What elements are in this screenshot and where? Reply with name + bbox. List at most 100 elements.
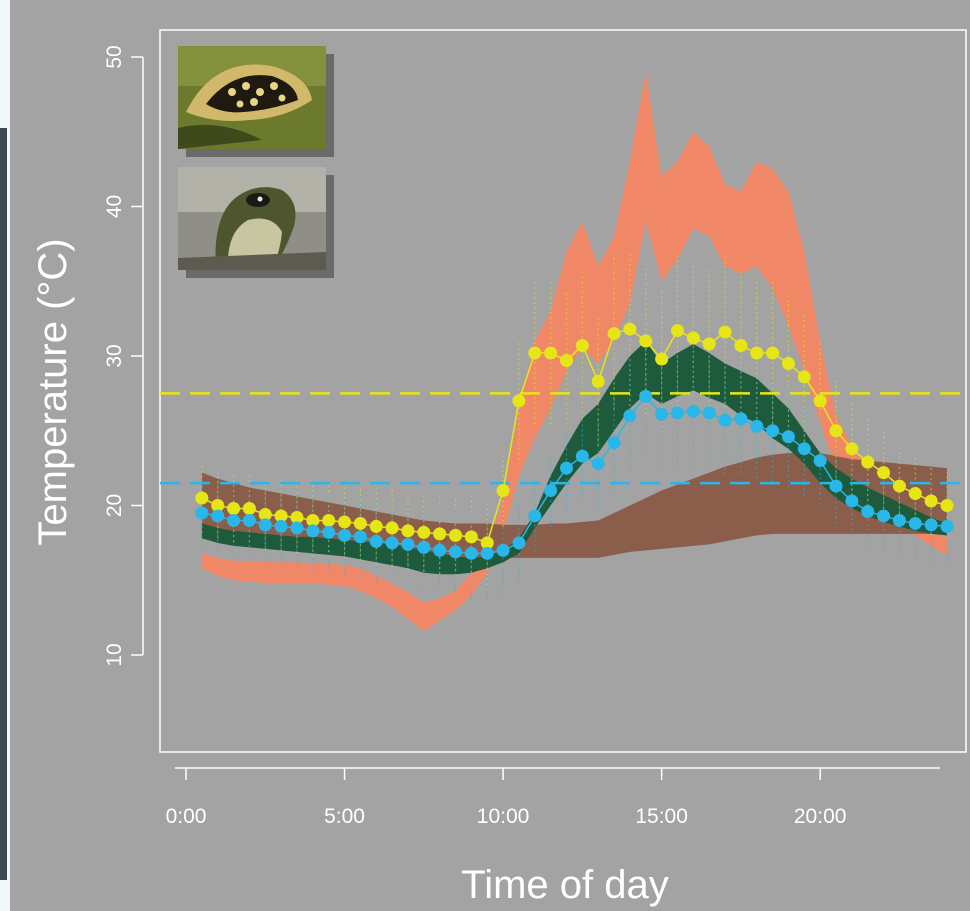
series-1-point-6 [290, 521, 304, 535]
series-0-point-47 [940, 499, 954, 512]
series-0-point-34 [734, 339, 748, 353]
series-0-point-30 [670, 324, 684, 338]
series-0-point-5 [274, 509, 288, 523]
series-1-point-16 [449, 545, 463, 559]
y-tick-label-3: 40 [103, 195, 126, 218]
series-1-point-45 [908, 516, 922, 530]
series-1-point-32 [702, 406, 716, 420]
y-tick-label-0: 10 [103, 643, 126, 666]
series-1-point-38 [797, 442, 811, 456]
y-tick-group: 10 20 30 40 50 [103, 45, 143, 667]
series-1-point-18 [480, 546, 494, 560]
series-1-point-35 [750, 419, 764, 433]
series-0-point-43 [877, 466, 891, 480]
series-1-point-3 [242, 513, 256, 527]
series-1-point-33 [718, 413, 732, 427]
series-1-point-20 [512, 536, 526, 550]
x-tick-label-1: 5:00 [324, 805, 365, 828]
series-0-point-21 [528, 346, 542, 360]
series-1-point-43 [877, 509, 891, 523]
series-0-point-27 [623, 322, 637, 336]
y-tick-label-2: 30 [103, 344, 126, 367]
temperature-chart: 0:00 5:00 10:00 15:00 20:00 10 20 30 40 50 Time … [31, 29, 967, 907]
series-0-point-31 [686, 331, 700, 345]
series-1-point-47 [940, 519, 954, 533]
series-1-point-19 [496, 543, 510, 557]
series-0-point-0 [195, 491, 209, 505]
band-2 [201, 341, 947, 575]
series-1-point-10 [353, 530, 367, 544]
series-1-point-21 [528, 509, 542, 523]
series-0-point-6 [290, 510, 304, 524]
series-0-point-37 [781, 356, 795, 370]
series-1-point-11 [369, 534, 383, 548]
x-tick-label-3: 15:00 [635, 805, 688, 828]
snake-photo-garter [178, 167, 334, 278]
series-0-point-36 [766, 346, 780, 360]
series-1-point-34 [734, 412, 748, 426]
series-1-point-44 [892, 513, 906, 527]
series-0-point-39 [813, 394, 827, 408]
series-1-point-5 [274, 519, 288, 533]
series-layer [195, 322, 954, 560]
series-1-point-37 [781, 430, 795, 444]
series-0-point-25 [591, 374, 605, 388]
series-0-point-23 [560, 353, 573, 367]
series-0-point-12 [385, 521, 399, 535]
series-1-point-40 [829, 479, 843, 493]
series-1-point-14 [417, 540, 431, 554]
series-0-point-13 [401, 524, 415, 538]
x-tick-label-2: 10:00 [477, 805, 530, 828]
y-tick-label-1: 20 [103, 494, 126, 517]
series-1-point-17 [464, 546, 478, 560]
series-1-point-13 [401, 537, 415, 551]
series-0-point-32 [702, 337, 716, 351]
series-0-point-16 [449, 528, 463, 542]
series-0-point-26 [607, 327, 621, 341]
series-1-point-25 [591, 457, 605, 471]
series-1-point-23 [560, 461, 573, 475]
series-1-point-0 [195, 506, 209, 520]
series-1-point-46 [924, 518, 938, 532]
series-0-point-19 [496, 484, 510, 498]
x-axis-title: Time of day [461, 863, 668, 907]
series-0-point-46 [924, 494, 938, 508]
series-1-point-22 [544, 484, 558, 498]
x-tick-group: 0:00 5:00 10:00 15:00 20:00 [166, 768, 846, 828]
series-0-point-33 [718, 325, 732, 339]
series-0-point-45 [908, 487, 922, 501]
series-1-point-36 [766, 424, 780, 438]
plot-frame [159, 29, 967, 753]
series-0-point-29 [655, 352, 669, 366]
series-1-point-8 [322, 525, 336, 539]
series-0-point-8 [322, 513, 336, 527]
series-1-point-12 [385, 536, 399, 550]
series-0-point-4 [258, 507, 272, 521]
page-edge-bar [0, 128, 7, 880]
series-0-point-40 [829, 424, 843, 438]
series-0-point-22 [544, 346, 558, 360]
series-1-point-39 [813, 454, 827, 468]
series-1-point-28 [639, 389, 653, 403]
series-1-point-29 [655, 407, 669, 421]
series-1-point-1 [211, 509, 225, 523]
snake-photo-patterned [178, 46, 334, 157]
series-1-point-24 [575, 449, 589, 463]
series-0-point-42 [861, 455, 875, 469]
y-tick-label-4: 50 [103, 45, 126, 68]
series-1-point-2 [227, 513, 241, 527]
series-0-point-24 [575, 339, 589, 353]
series-0-point-2 [227, 501, 241, 515]
band-0 [201, 71, 947, 632]
series-0-point-3 [242, 501, 256, 515]
series-1-point-9 [338, 528, 352, 542]
series-0-point-7 [306, 513, 320, 527]
x-tick-label-0: 0:00 [166, 805, 207, 828]
series-1-point-42 [861, 504, 875, 518]
series-1-point-26 [607, 436, 621, 450]
series-1-point-7 [306, 524, 320, 538]
series-1-point-4 [258, 518, 272, 532]
series-0-point-38 [797, 370, 811, 384]
series-0-point-20 [512, 394, 526, 408]
series-1-point-15 [433, 543, 447, 557]
